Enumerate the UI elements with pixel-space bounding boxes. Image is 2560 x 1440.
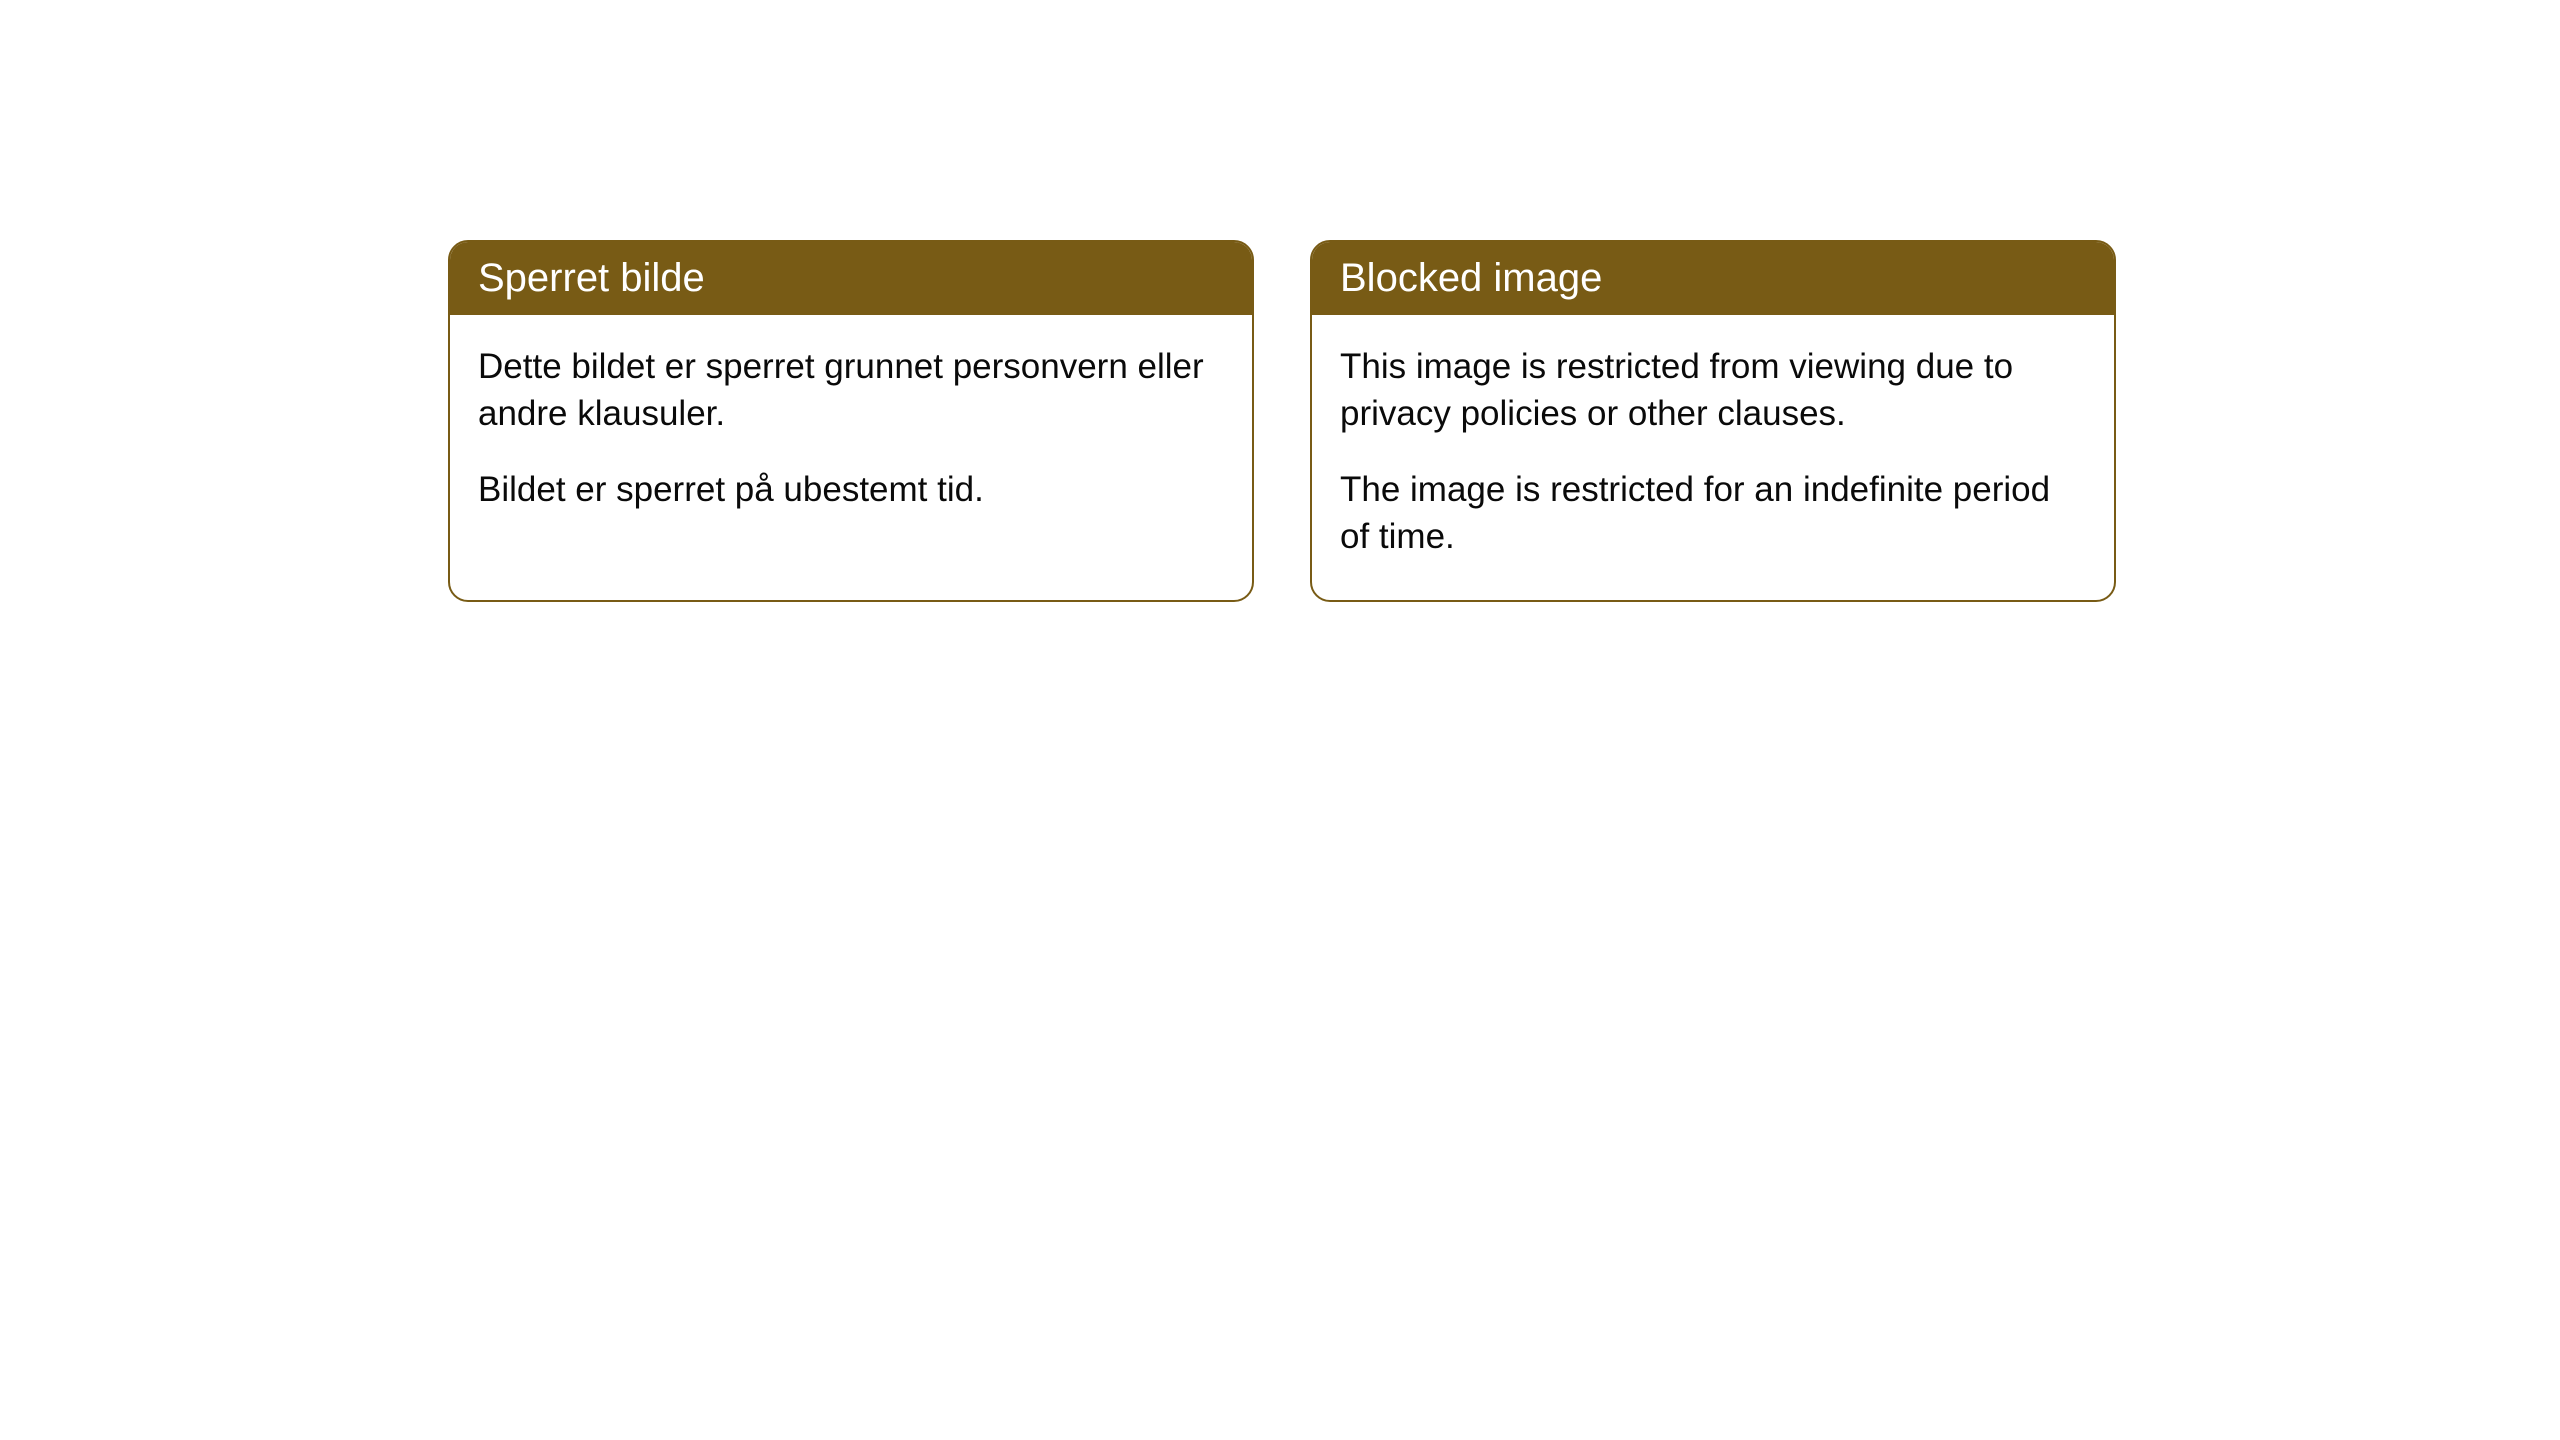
blocked-image-card-norwegian: Sperret bilde Dette bildet er sperret gr… xyxy=(448,240,1254,602)
card-body-norwegian: Dette bildet er sperret grunnet personve… xyxy=(450,315,1252,553)
card-body-english: This image is restricted from viewing du… xyxy=(1312,315,2114,600)
card-paragraph-1: Dette bildet er sperret grunnet personve… xyxy=(478,343,1224,438)
card-paragraph-1: This image is restricted from viewing du… xyxy=(1340,343,2086,438)
blocked-image-card-english: Blocked image This image is restricted f… xyxy=(1310,240,2116,602)
card-header-norwegian: Sperret bilde xyxy=(450,242,1252,315)
card-paragraph-2: The image is restricted for an indefinit… xyxy=(1340,466,2086,561)
notice-cards-container: Sperret bilde Dette bildet er sperret gr… xyxy=(448,240,2116,602)
card-header-english: Blocked image xyxy=(1312,242,2114,315)
card-paragraph-2: Bildet er sperret på ubestemt tid. xyxy=(478,466,1224,513)
